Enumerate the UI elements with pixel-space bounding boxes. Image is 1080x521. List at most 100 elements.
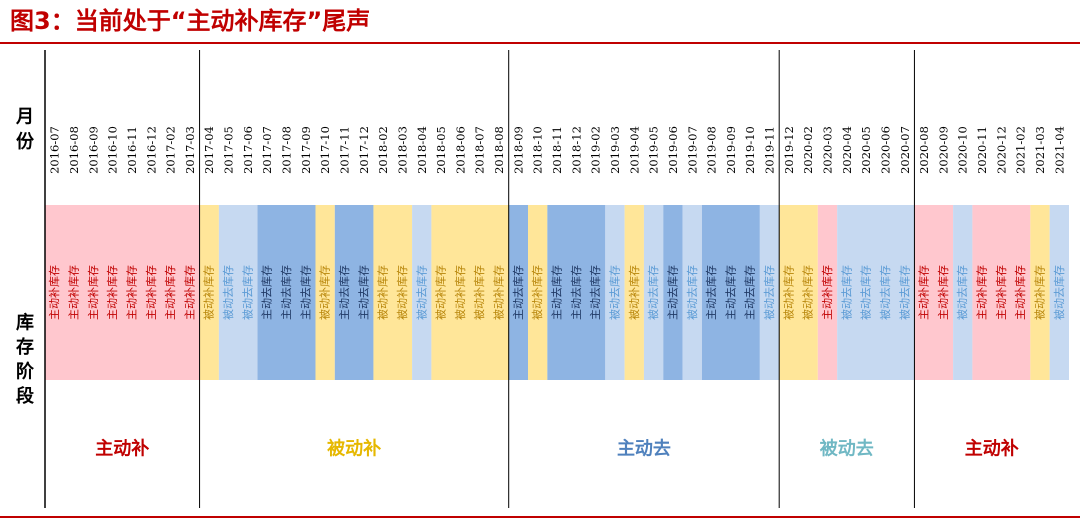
stage-segment	[257, 205, 316, 380]
month-tick: 2018-05	[434, 126, 448, 174]
month-tick: 2018-04	[415, 126, 429, 174]
month-tick: 2018-10	[531, 126, 545, 174]
month-tick: 2019-12	[782, 126, 796, 174]
stage-label: 主动去库存	[260, 265, 274, 320]
month-tick: 2020-03	[820, 126, 834, 174]
stage-label: 主动补库存	[182, 265, 196, 320]
month-tick: 2017-03	[183, 126, 197, 174]
stage-label: 主动补库存	[936, 265, 950, 320]
month-tick: 2019-03	[608, 126, 622, 174]
stage-segment	[779, 205, 818, 380]
stage-label: 主动补库存	[124, 265, 138, 320]
stage-segment	[315, 205, 335, 380]
stage-label: 主动去库存	[723, 265, 737, 320]
month-tick: 2020-09	[936, 126, 950, 174]
phase-label: 主动补	[965, 438, 1019, 460]
y-label-stage: 存	[16, 336, 34, 358]
month-tick: 2017-09	[299, 126, 313, 174]
month-tick: 2018-07	[473, 126, 487, 174]
y-label-stage: 阶	[16, 361, 35, 383]
month-tick: 2019-02	[589, 126, 603, 174]
month-tick: 2018-06	[453, 126, 467, 174]
month-tick: 2019-06	[666, 126, 680, 174]
stage-label: 被动补库存	[627, 265, 641, 320]
stage-label: 主动补库存	[917, 265, 931, 320]
stage-segment	[218, 205, 258, 380]
month-tick: 2017-07	[260, 126, 274, 174]
month-tick: 2019-08	[705, 126, 719, 174]
stage-label: 主动去库存	[665, 265, 679, 320]
stage-label: 主动补库存	[975, 265, 989, 320]
month-tick: 2016-08	[67, 126, 81, 174]
month-tick: 2017-02	[164, 126, 178, 174]
stage-segment	[1030, 205, 1050, 380]
month-tick: 2020-02	[801, 126, 815, 174]
month-tick-labels: 2016-07 2016-08 2016-09 2016-10 2016-11 2016-…	[48, 126, 1067, 174]
stage-segment	[1049, 205, 1069, 380]
month-tick: 2020-05	[859, 126, 873, 174]
stage-label: 被动补库存	[434, 265, 448, 320]
stage-label: 被动补库存	[318, 265, 332, 320]
stage-segment	[199, 205, 219, 380]
month-tick: 2018-08	[492, 126, 506, 174]
month-tick: 2017-12	[357, 126, 371, 174]
stage-label: 被动补库存	[492, 265, 506, 320]
month-tick: 2016-09	[86, 126, 100, 174]
stage-segment	[682, 205, 702, 380]
stage-segment	[643, 205, 664, 380]
month-tick: 2020-07	[898, 126, 912, 174]
month-tick: 2017-08	[280, 126, 294, 174]
stage-label: 主动去库存	[337, 265, 351, 320]
stage-segment	[972, 205, 1031, 380]
stage-label: 被动补库存	[472, 265, 486, 320]
month-tick: 2020-11	[975, 126, 989, 174]
month-tick: 2020-12	[994, 126, 1008, 174]
month-tick: 2021-04	[1052, 126, 1066, 174]
stage-label: 主动去库存	[279, 265, 293, 320]
title-divider	[0, 42, 1080, 44]
stage-label: 被动去库存	[859, 265, 873, 320]
phase-labels: 主动补 被动补 主动去 被动去 主动补	[95, 438, 1018, 460]
stage-label: 主动补库存	[66, 265, 80, 320]
stage-label: 被动补库存	[202, 265, 216, 320]
month-tick: 2021-02	[1014, 126, 1028, 174]
stage-segment	[334, 205, 374, 380]
stage-label: 被动补库存	[530, 265, 544, 320]
y-label-stage: 段	[16, 385, 35, 407]
month-tick: 2019-04	[627, 126, 641, 174]
stage-label: 被动去库存	[955, 265, 969, 320]
stage-label: 主动补库存	[994, 265, 1008, 320]
stage-label: 被动去库存	[897, 265, 911, 320]
month-tick: 2018-11	[550, 126, 564, 174]
stage-segment	[508, 205, 529, 380]
month-tick: 2017-05	[222, 126, 236, 174]
stage-segment	[431, 205, 509, 380]
month-tick: 2020-04	[840, 126, 854, 174]
month-tick: 2020-10	[956, 126, 970, 174]
stage-segment	[914, 205, 954, 380]
stage-label: 被动去库存	[839, 265, 853, 320]
stage-segment	[412, 205, 432, 380]
stage-label: 主动去库存	[743, 265, 757, 320]
month-tick: 2020-06	[878, 126, 892, 174]
stage-label: 主动去库存	[356, 265, 370, 320]
stage-label: 主动去库存	[550, 265, 564, 320]
stage-segment	[528, 205, 548, 380]
y-label-month: 月	[15, 107, 34, 128]
stage-segment	[817, 205, 838, 380]
month-tick: 2017-06	[241, 126, 255, 174]
stage-label: 主动补库存	[1013, 265, 1027, 320]
stage-segment	[45, 205, 200, 380]
month-tick: 2019-07	[685, 126, 699, 174]
stage-label: 主动补库存	[86, 265, 100, 320]
stage-label: 被动去库存	[240, 265, 254, 320]
stage-label: 被动去库存	[607, 265, 621, 320]
stage-label: 被动去库存	[1052, 265, 1066, 320]
stage-segment	[624, 205, 644, 380]
month-tick: 2018-09	[511, 126, 525, 174]
month-tick: 2021-03	[1033, 126, 1047, 174]
month-tick: 2020-08	[917, 126, 931, 174]
stage-segment	[759, 205, 780, 380]
stage-label: 被动补库存	[453, 265, 467, 320]
